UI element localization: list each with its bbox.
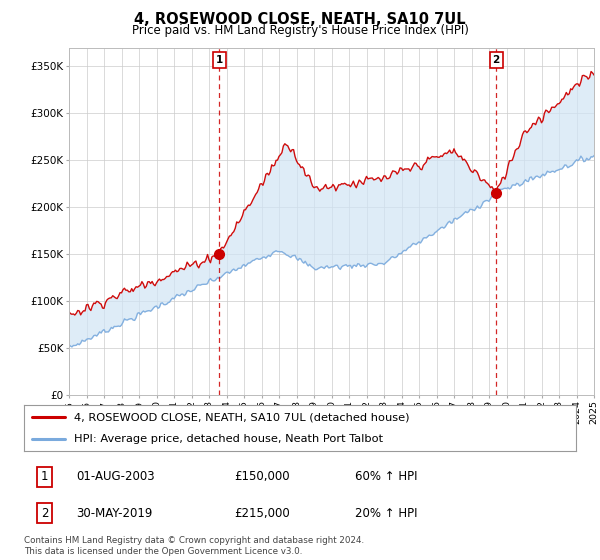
Text: 4, ROSEWOOD CLOSE, NEATH, SA10 7UL (detached house): 4, ROSEWOOD CLOSE, NEATH, SA10 7UL (deta… — [74, 412, 409, 422]
Text: 60% ↑ HPI: 60% ↑ HPI — [355, 470, 418, 483]
Text: 2: 2 — [493, 55, 500, 65]
Text: 1: 1 — [41, 470, 48, 483]
Text: 1: 1 — [215, 55, 223, 65]
Text: 01-AUG-2003: 01-AUG-2003 — [76, 470, 155, 483]
Text: HPI: Average price, detached house, Neath Port Talbot: HPI: Average price, detached house, Neat… — [74, 435, 383, 444]
Text: 4, ROSEWOOD CLOSE, NEATH, SA10 7UL: 4, ROSEWOOD CLOSE, NEATH, SA10 7UL — [134, 12, 466, 27]
Text: 2: 2 — [41, 507, 48, 520]
Text: Contains HM Land Registry data © Crown copyright and database right 2024.
This d: Contains HM Land Registry data © Crown c… — [24, 536, 364, 556]
Text: 30-MAY-2019: 30-MAY-2019 — [76, 507, 153, 520]
Text: 20% ↑ HPI: 20% ↑ HPI — [355, 507, 418, 520]
Text: Price paid vs. HM Land Registry's House Price Index (HPI): Price paid vs. HM Land Registry's House … — [131, 24, 469, 37]
Text: £150,000: £150,000 — [234, 470, 289, 483]
Text: £215,000: £215,000 — [234, 507, 290, 520]
